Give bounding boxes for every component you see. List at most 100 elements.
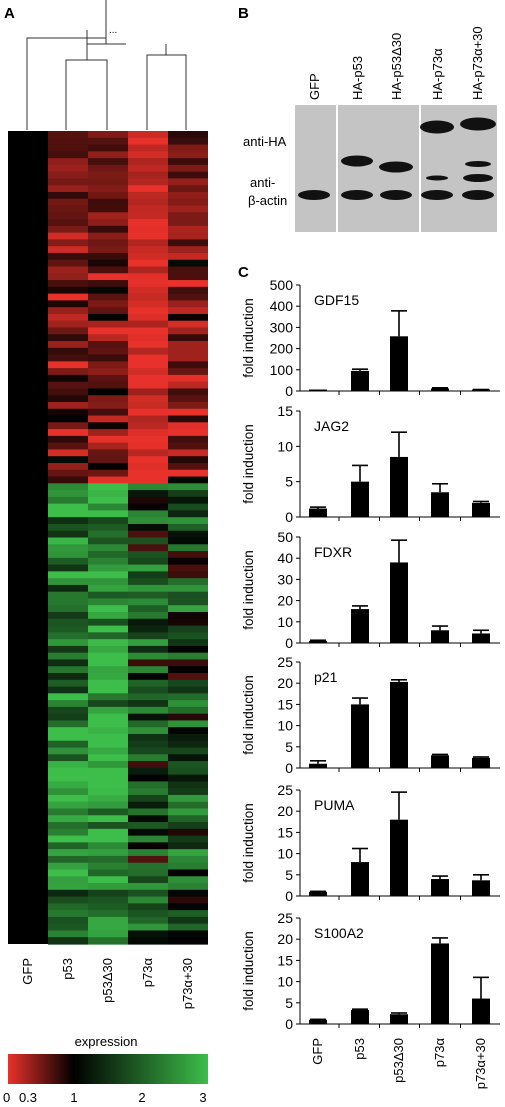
heatmap-cell: [48, 354, 88, 362]
heatmap-cell: [168, 551, 208, 559]
heatmap-cell: [128, 178, 168, 186]
heatmap-cell: [168, 164, 208, 173]
heatmap-cell: [48, 903, 88, 911]
y-tick-label: 10: [277, 846, 293, 862]
heatmap-cell: [88, 842, 128, 850]
heatmap-cell: [168, 720, 208, 728]
dendrogram: [26, 0, 187, 130]
heatmap-cell: [48, 280, 88, 288]
heatmap-cell: [88, 632, 128, 640]
heatmap-cell: [168, 374, 208, 383]
y-tick-label: 10: [277, 438, 293, 454]
heatmap-cell: [48, 605, 88, 613]
heatmap-cell: [128, 693, 168, 701]
heatmap-cell: [48, 259, 88, 268]
heatmap-cell: [128, 191, 168, 200]
heatmap-cell: [168, 334, 208, 342]
heatmap-cell: [128, 889, 168, 898]
heatmap-cell: [168, 239, 208, 247]
chart-title: PUMA: [314, 797, 355, 813]
bar: [431, 943, 449, 1024]
bar-x-label: p73α: [432, 1038, 447, 1068]
heatmap-cell: [48, 842, 88, 850]
heatmap-cell: [128, 788, 168, 796]
heatmap-cell: [48, 747, 88, 755]
heatmap-cell: [88, 835, 128, 843]
heatmap-cell: [88, 483, 128, 491]
heatmap-cell: [128, 422, 168, 430]
heatmap-cell: [88, 551, 128, 559]
heatmap-cell: [48, 625, 88, 633]
heatmap-cell: [128, 456, 168, 464]
heatmap-cell: [48, 429, 88, 437]
heatmap-cell: [128, 449, 168, 457]
y-tick-label: 15: [277, 824, 293, 840]
heatmap-cell: [48, 442, 88, 451]
y-tick-label: 0: [285, 509, 293, 525]
legend-title: expression: [75, 1034, 138, 1049]
heatmap-cell: [88, 673, 128, 681]
heatmap-cell: [128, 158, 168, 166]
heatmap-cell: [48, 673, 88, 681]
bar: [472, 502, 490, 517]
heatmap-cell: [88, 341, 128, 349]
heatmap-cell: [168, 673, 208, 681]
heatmap-cell: [168, 435, 208, 444]
blot-band: [421, 190, 453, 200]
heatmap-cell: [168, 286, 208, 295]
heatmap-cell: [48, 374, 88, 383]
heatmap-cell: [128, 462, 168, 471]
heatmap-cell: [168, 300, 208, 308]
heatmap-cell: [128, 388, 168, 396]
heatmap-cell: [168, 232, 208, 241]
heatmap-cell: [128, 341, 168, 349]
y-tick-label: 200: [270, 341, 294, 357]
blot-band: [380, 190, 412, 200]
blot-lane-label: HA-p53Δ30: [389, 33, 404, 100]
heatmap-cell: [168, 686, 208, 694]
heatmap-cell: [168, 903, 208, 911]
heatmap-cell: [48, 415, 88, 423]
heatmap-cell: [168, 381, 208, 390]
heatmap-cell: [48, 801, 88, 810]
heatmap-cell: [128, 876, 168, 884]
heatmap-cell: [128, 903, 168, 911]
heatmap-cell: [128, 666, 168, 674]
bar: [309, 891, 327, 896]
heatmap-cell: [128, 429, 168, 437]
heatmap-cell: [88, 666, 128, 674]
heatmap-cell: [48, 341, 88, 349]
bar: [351, 370, 369, 391]
heatmap-cell: [48, 645, 88, 654]
heatmap-cell: [88, 320, 128, 329]
heatmap-cell: [48, 781, 88, 789]
y-axis-label: fold induction: [241, 298, 256, 378]
heatmap-cell: [48, 584, 88, 593]
legend-tick: 1: [70, 1090, 77, 1105]
bar: [351, 862, 369, 896]
heatmap-cell: [88, 334, 128, 342]
heatmap-cell: [128, 625, 168, 633]
heatmap-cell: [48, 788, 88, 796]
heatmap-cell: [48, 937, 88, 945]
heatmap-cell: [48, 598, 88, 606]
heatmap-cell: [88, 510, 128, 518]
heatmap-cell: [88, 700, 128, 708]
heatmap-cell: [128, 849, 168, 857]
heatmap-cell: [168, 788, 208, 796]
heatmap-cell: [88, 469, 128, 478]
heatmap-cell: [48, 334, 88, 342]
bar-chart-p21: 0 5 10 15 20 25 fold induction p21: [241, 654, 500, 776]
heatmap-cell: [48, 361, 88, 369]
heatmap-cell: [168, 198, 208, 207]
y-tick-label: 50: [277, 529, 293, 545]
heatmap-cell: [168, 652, 208, 661]
heatmap-cell: [168, 632, 208, 640]
bar: [390, 456, 408, 517]
bar-x-labels: GFP p53 p53Δ30 p73α p73α+30: [310, 1038, 488, 1090]
bar: [351, 704, 369, 768]
heatmap-cell: [48, 408, 88, 417]
heatmap-cell: [128, 883, 168, 891]
heatmap-cell: [48, 693, 88, 701]
